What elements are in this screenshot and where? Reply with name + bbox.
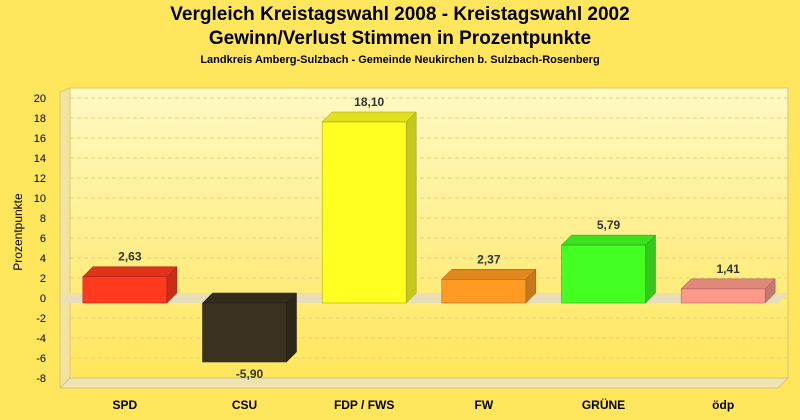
y-tick-label: 2 bbox=[40, 273, 46, 285]
x-tick-label: CSU bbox=[232, 398, 257, 412]
bar-top bbox=[82, 266, 178, 277]
bar bbox=[321, 121, 407, 304]
plot-back-wall bbox=[69, 87, 789, 379]
y-tick-label: -4 bbox=[36, 333, 46, 345]
x-tick-label: GRÜNE bbox=[582, 397, 625, 412]
y-tick-label: 20 bbox=[34, 93, 46, 105]
bar-value-label: 1,41 bbox=[716, 262, 740, 276]
x-tick-label: FDP / FWS bbox=[334, 398, 394, 412]
bar-value-label: 2,37 bbox=[477, 252, 501, 266]
bar bbox=[680, 288, 766, 304]
y-tick-label: 16 bbox=[34, 133, 46, 145]
plot-floor bbox=[58, 377, 790, 389]
bar-value-label: -5,90 bbox=[236, 367, 264, 381]
bar-top bbox=[680, 278, 776, 290]
y-tick-label: 10 bbox=[34, 193, 46, 205]
bar-top bbox=[321, 111, 417, 123]
bar bbox=[202, 302, 287, 363]
y-tick-label: 12 bbox=[34, 173, 46, 185]
bar bbox=[441, 279, 527, 304]
x-tick-label: ödp bbox=[712, 398, 734, 412]
y-tick-label: -6 bbox=[36, 353, 46, 365]
y-tick-label: 14 bbox=[34, 153, 46, 165]
y-tick-label: 6 bbox=[40, 233, 46, 245]
bar-side bbox=[405, 111, 417, 304]
bar-side bbox=[286, 292, 297, 363]
bar-value-label: 5,79 bbox=[597, 218, 621, 232]
y-tick-label: -2 bbox=[36, 313, 46, 325]
y-tick-label: 18 bbox=[34, 113, 46, 125]
bar-value-label: 2,63 bbox=[118, 250, 142, 264]
bar-top bbox=[441, 269, 537, 280]
y-tick-label: 8 bbox=[40, 213, 46, 225]
y-axis-label: Prozentpunkte bbox=[11, 193, 25, 271]
bar-top bbox=[201, 292, 298, 304]
y-tick-label: 0 bbox=[40, 293, 46, 305]
bar bbox=[561, 244, 646, 304]
bar-top bbox=[560, 234, 657, 246]
chart-title: Vergleich Kreistagswahl 2008 - Kreistags… bbox=[170, 4, 630, 25]
x-tick-label: SPD bbox=[112, 398, 137, 412]
bar bbox=[82, 276, 168, 304]
x-tick-label: FW bbox=[475, 398, 494, 412]
bar-side bbox=[645, 234, 656, 304]
bar-value-label: 18,10 bbox=[354, 95, 384, 109]
plot-side-wall bbox=[59, 87, 71, 390]
chart-region-subtitle: Landkreis Amberg-Sulzbach - Gemeinde Neu… bbox=[200, 54, 600, 66]
y-tick-label: -8 bbox=[36, 373, 46, 385]
y-tick-label: 4 bbox=[40, 253, 46, 265]
chart-subtitle: Gewinn/Verlust Stimmen in Prozentpunkte bbox=[208, 28, 592, 49]
